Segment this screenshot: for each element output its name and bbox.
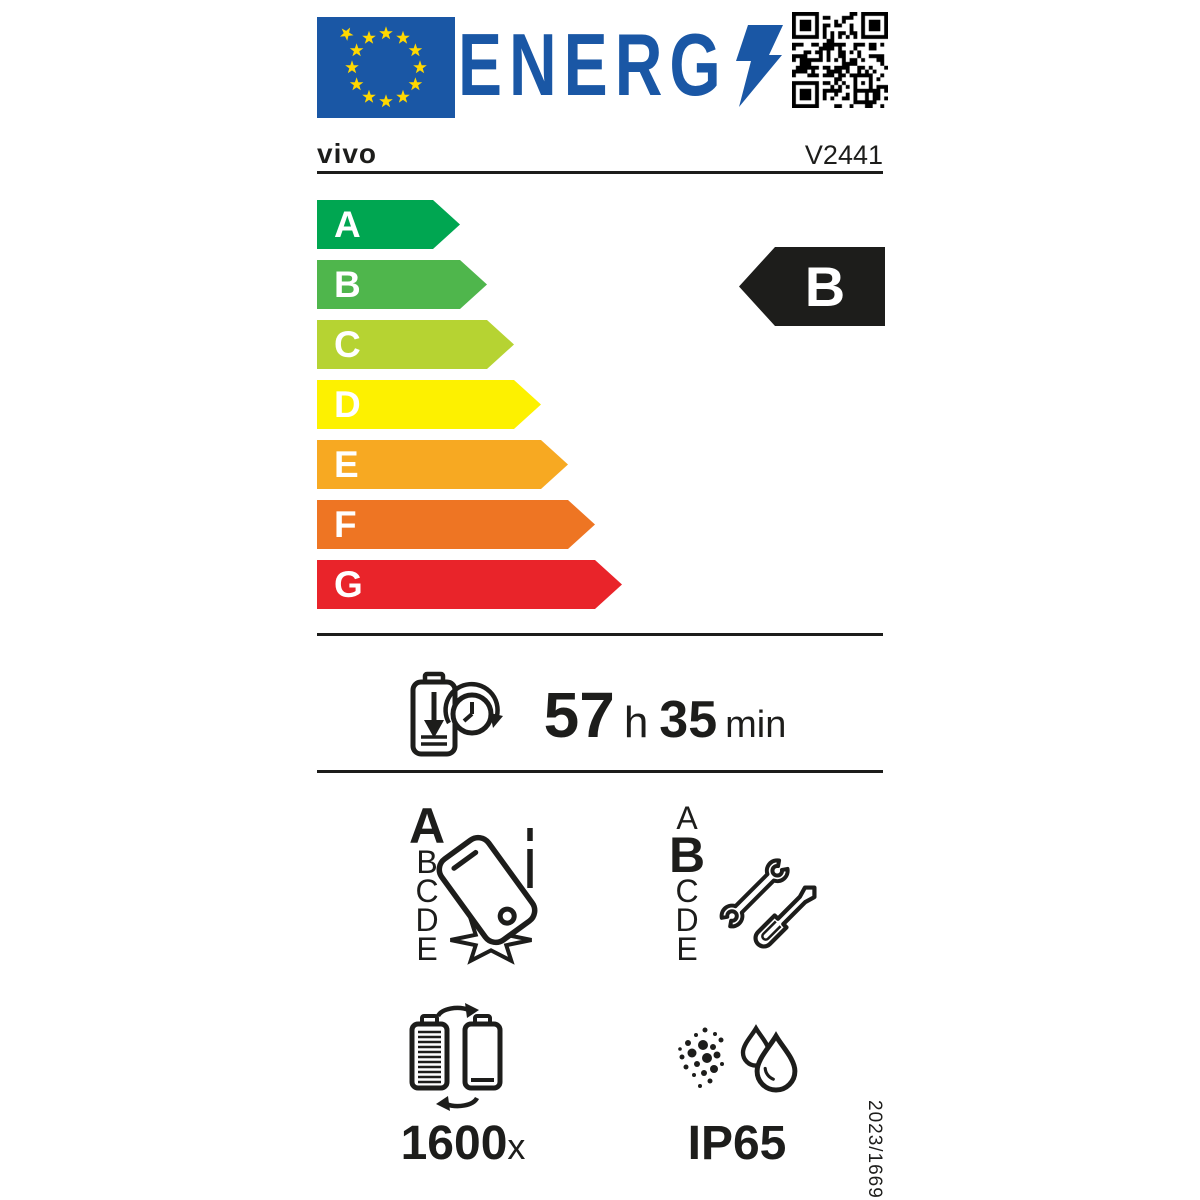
class-letter-a: A: [334, 203, 361, 245]
endurance-minutes-unit: min: [725, 704, 787, 746]
brand-name: vivo: [317, 138, 378, 169]
class-letter-f: F: [334, 503, 357, 545]
class-letter-c: C: [334, 323, 361, 365]
dust-water-icon: [678, 1024, 798, 1093]
tools-icon: [719, 858, 817, 949]
eu-flag: [317, 17, 455, 118]
battery-cycles-icon: [409, 1003, 503, 1111]
class-arrow-d: D: [317, 380, 541, 429]
rated-class-arrow: B: [739, 247, 885, 326]
falling-phone-icon: [436, 828, 538, 965]
section-rule-2: [317, 770, 883, 773]
cycles-unit: x: [507, 1126, 526, 1167]
model-number: V2441: [804, 140, 883, 170]
class-letter-g: G: [334, 563, 363, 605]
class-letter-b: B: [334, 263, 361, 305]
repairability-scale: A B C D E: [657, 800, 717, 967]
class-arrow-f: F: [317, 500, 595, 549]
endurance-minutes: 35: [659, 691, 718, 749]
class-arrow-b: B: [317, 260, 487, 309]
battery-cycles-value: 1600x: [373, 1116, 553, 1171]
battery-endurance-value: 57 h 35 min: [515, 680, 815, 750]
class-letter-e: E: [334, 443, 359, 485]
repair-scale-letter-a: A: [676, 800, 698, 836]
cycles-number: 1600: [400, 1117, 508, 1170]
endurance-hours-unit: h: [623, 698, 649, 747]
fall-scale-letter-a: A: [408, 798, 446, 854]
fall-scale-letter-b: B: [416, 844, 438, 880]
class-arrow-c: C: [317, 320, 514, 369]
class-arrow-g: G: [317, 560, 622, 609]
regulation-number: 2023/1669: [864, 1100, 885, 1199]
fall-scale-letter-d: D: [415, 902, 439, 938]
section-rule: [317, 633, 883, 636]
water-drops: [740, 1024, 798, 1093]
eu-flag-stars: [337, 24, 427, 108]
energy-logo-text: ENERG: [458, 14, 728, 114]
repair-scale-letter-d: D: [675, 902, 699, 938]
class-arrow-e: E: [317, 440, 568, 489]
class-letter-d: D: [334, 383, 361, 425]
dust-particles: [678, 1027, 724, 1088]
fall-scale-letter-e: E: [416, 931, 438, 967]
header-rule: [317, 171, 883, 174]
fall-scale-letter-c: C: [415, 873, 439, 909]
energy-label: ENERG vivo V2441 A B C D E F G B 57 h: [315, 0, 888, 1200]
repair-scale-letter-e: E: [676, 931, 698, 967]
fall-resistance-scale: A B C D E: [397, 798, 457, 967]
battery-endurance-icon: [410, 671, 503, 757]
qr-code: [792, 12, 888, 108]
lightning-bolt-icon: [736, 25, 783, 107]
repair-scale-letter-c: C: [675, 873, 699, 909]
repair-scale-letter-b: B: [668, 827, 706, 883]
energy-logo: ENERG: [458, 14, 728, 114]
class-arrow-a: A: [317, 200, 460, 249]
endurance-hours: 57: [543, 679, 615, 751]
ip-rating-value: IP65: [687, 1117, 787, 1170]
